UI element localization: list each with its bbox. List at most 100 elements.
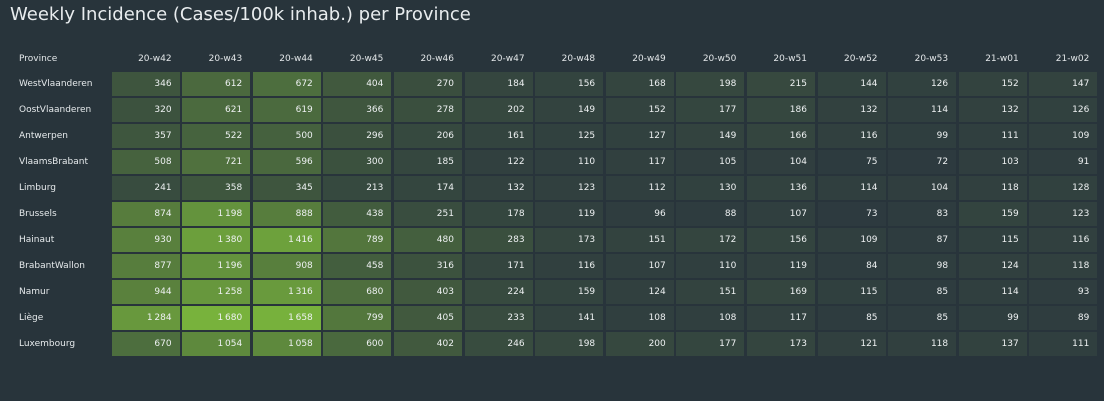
heatmap-cell: 458 xyxy=(323,254,392,278)
heatmap-cell: 213 xyxy=(323,176,392,200)
heatmap-cell: 118 xyxy=(958,176,1027,200)
heatmap-cell: 128 xyxy=(1029,176,1098,200)
heatmap-cell: 721 xyxy=(182,150,251,174)
heatmap-cell: 87 xyxy=(888,228,957,252)
heatmap-cell: 122 xyxy=(464,150,533,174)
header-province: Province xyxy=(19,54,58,64)
heatmap-cell: 152 xyxy=(605,98,674,122)
heatmap-cell: 1 198 xyxy=(182,202,251,226)
heatmap-cell: 108 xyxy=(676,306,745,330)
heatmap-cell: 114 xyxy=(958,280,1027,304)
chart-title: Weekly Incidence (Cases/100k inhab.) per… xyxy=(10,4,471,25)
province-label: BrabantWallon xyxy=(19,261,85,271)
heatmap-cell: 125 xyxy=(535,124,604,148)
header-week: 20-w50 xyxy=(702,54,737,64)
heatmap-cell: 132 xyxy=(464,176,533,200)
heatmap-cell: 96 xyxy=(605,202,674,226)
province-label: Namur xyxy=(19,287,50,297)
heatmap-cell: 130 xyxy=(676,176,745,200)
header-week: 20-w47 xyxy=(491,54,525,64)
heatmap-cell: 127 xyxy=(605,124,674,148)
heatmap-cell: 198 xyxy=(535,332,604,356)
heatmap-cell: 114 xyxy=(817,176,886,200)
heatmap-cell: 159 xyxy=(958,202,1027,226)
heatmap-cell: 185 xyxy=(393,150,462,174)
heatmap-cell: 116 xyxy=(1029,228,1098,252)
header-week: 20-w52 xyxy=(844,54,878,64)
heatmap-cell: 84 xyxy=(817,254,886,278)
heatmap-cell: 151 xyxy=(605,228,674,252)
heatmap-cell: 270 xyxy=(393,72,462,96)
heatmap-cell: 345 xyxy=(252,176,321,200)
heatmap-cell: 117 xyxy=(746,306,815,330)
heatmap-cell: 789 xyxy=(323,228,392,252)
heatmap-cell: 123 xyxy=(535,176,604,200)
heatmap-cell: 85 xyxy=(888,280,957,304)
header-week: 20-w44 xyxy=(279,54,313,64)
heatmap-cell: 930 xyxy=(111,228,180,252)
heatmap-cell: 241 xyxy=(111,176,180,200)
header-week: 20-w53 xyxy=(914,54,949,64)
heatmap-cell: 168 xyxy=(605,72,674,96)
heatmap-cell: 1 416 xyxy=(252,228,321,252)
heatmap-cell: 404 xyxy=(323,72,392,96)
heatmap-cell: 111 xyxy=(958,124,1027,148)
heatmap-cell: 110 xyxy=(676,254,745,278)
province-label: Limburg xyxy=(19,183,56,193)
heatmap-cell: 1 258 xyxy=(182,280,251,304)
heatmap-cell: 119 xyxy=(746,254,815,278)
heatmap-cell: 141 xyxy=(535,306,604,330)
heatmap-cell: 149 xyxy=(535,98,604,122)
heatmap-cell: 198 xyxy=(676,72,745,96)
heatmap-cell: 283 xyxy=(464,228,533,252)
heatmap-cell: 672 xyxy=(252,72,321,96)
header-week: 20-w48 xyxy=(561,54,596,64)
heatmap-cell: 75 xyxy=(817,150,886,174)
heatmap-cell: 358 xyxy=(182,176,251,200)
heatmap-cell: 1 316 xyxy=(252,280,321,304)
heatmap-cell: 91 xyxy=(1029,150,1098,174)
heatmap-cell: 152 xyxy=(958,72,1027,96)
heatmap-cell: 112 xyxy=(605,176,674,200)
heatmap-cell: 619 xyxy=(252,98,321,122)
heatmap-cell: 522 xyxy=(182,124,251,148)
heatmap-cell: 1 196 xyxy=(182,254,251,278)
header-week: 21-w02 xyxy=(1055,54,1090,64)
header-week: 20-w51 xyxy=(773,54,807,64)
heatmap-cell: 147 xyxy=(1029,72,1098,96)
heatmap-cell: 126 xyxy=(1029,98,1098,122)
heatmap-cell: 186 xyxy=(746,98,815,122)
heatmap-cell: 85 xyxy=(888,306,957,330)
province-label: VlaamsBrabant xyxy=(19,157,88,167)
heatmap-cell: 1 054 xyxy=(182,332,251,356)
heatmap-cell: 93 xyxy=(1029,280,1098,304)
heatmap-cell: 874 xyxy=(111,202,180,226)
heatmap-cell: 1 058 xyxy=(252,332,321,356)
heatmap-cell: 320 xyxy=(111,98,180,122)
heatmap-cell: 600 xyxy=(323,332,392,356)
header-week: 20-w46 xyxy=(420,54,454,64)
heatmap-cell: 908 xyxy=(252,254,321,278)
header-week: 20-w45 xyxy=(349,54,384,64)
heatmap-cell: 104 xyxy=(746,150,815,174)
heatmap-cell: 500 xyxy=(252,124,321,148)
province-label: Brussels xyxy=(19,209,57,219)
heatmap-cell: 215 xyxy=(746,72,815,96)
incidence-heatmap-table: Province 20-w42 20-w43 20-w44 20-w45 20-w46 20… xyxy=(12,48,1098,356)
heatmap-cell: 346 xyxy=(111,72,180,96)
header-week: 20-w49 xyxy=(632,54,666,64)
heatmap-cell: 105 xyxy=(676,150,745,174)
heatmap-cell: 251 xyxy=(393,202,462,226)
heatmap-cell: 121 xyxy=(817,332,886,356)
header-week: 21-w01 xyxy=(985,54,1019,64)
heatmap-cell: 177 xyxy=(676,98,745,122)
heatmap-cell: 114 xyxy=(888,98,957,122)
heatmap-cell: 877 xyxy=(111,254,180,278)
heatmap-cell: 99 xyxy=(888,124,957,148)
heatmap-cell: 173 xyxy=(535,228,604,252)
header-week: 20-w42 xyxy=(138,54,172,64)
heatmap-cell: 612 xyxy=(182,72,251,96)
heatmap-cell: 151 xyxy=(676,280,745,304)
heatmap-cell: 621 xyxy=(182,98,251,122)
heatmap-cell: 117 xyxy=(605,150,674,174)
